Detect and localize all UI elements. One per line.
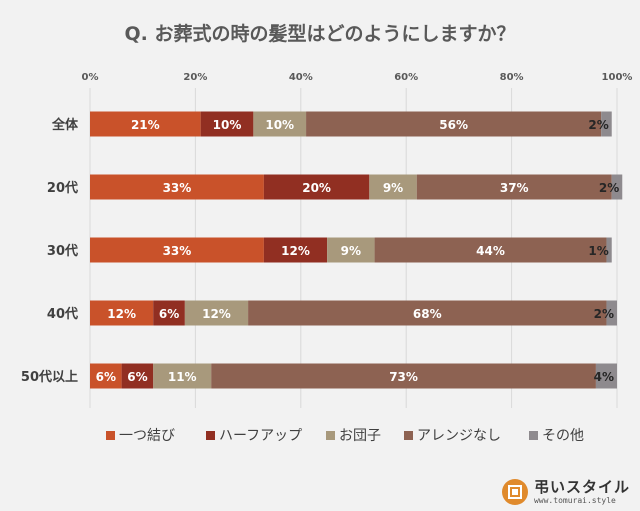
bar-segment	[248, 300, 607, 326]
legend-label: アレンジなし	[417, 428, 501, 444]
x-tick-label: 20%	[183, 72, 207, 83]
data-label: 9%	[341, 244, 361, 258]
legend-swatch	[326, 431, 335, 440]
bar-segment	[263, 237, 328, 263]
logo-name: 弔いスタイル	[533, 477, 630, 496]
data-label: 1%	[588, 244, 608, 258]
data-label: 33%	[163, 244, 192, 258]
logo-mark-icon	[501, 479, 528, 505]
bar-segment	[606, 237, 612, 263]
data-label: 2%	[599, 181, 619, 195]
brand-logo: 弔いスタイル www.tomurai.style	[501, 477, 630, 505]
data-label: 44%	[476, 244, 505, 258]
bar-segment	[90, 363, 122, 389]
x-tick-label: 80%	[500, 72, 524, 83]
data-label: 20%	[302, 181, 331, 195]
data-label: 11%	[168, 370, 197, 384]
category-label: 30代	[47, 243, 78, 259]
legend-label: その他	[542, 428, 584, 444]
bar-segment	[211, 363, 596, 389]
data-label: 68%	[413, 307, 442, 321]
data-label: 12%	[281, 244, 310, 258]
data-label: 4%	[594, 370, 614, 384]
legend-swatch	[206, 431, 215, 440]
bar-segment	[327, 237, 375, 263]
x-tick-label: 100%	[602, 72, 633, 83]
data-label: 2%	[594, 307, 614, 321]
legend-label: ハーフアップ	[219, 428, 302, 444]
data-label: 6%	[127, 370, 147, 384]
bar-segment	[369, 174, 417, 200]
data-label: 33%	[163, 181, 192, 195]
bar-segment	[153, 300, 185, 326]
x-tick-label: 40%	[289, 72, 313, 83]
bar-segment	[595, 363, 617, 389]
bar-segment	[200, 111, 254, 137]
bar-segment	[253, 111, 307, 137]
data-label: 12%	[202, 307, 231, 321]
data-label: 6%	[159, 307, 179, 321]
category-label: 全体	[51, 117, 79, 133]
bar-segment	[416, 174, 612, 200]
x-tick-label: 0%	[82, 72, 99, 83]
legend-label: 一つ結び	[119, 428, 175, 444]
chart-title: Q. お葬式の時の髪型はどのようにしますか？	[125, 22, 516, 45]
x-tick-label: 60%	[394, 72, 418, 83]
legend-swatch	[529, 431, 538, 440]
bar-segment	[90, 237, 264, 263]
bar-segment	[90, 111, 201, 137]
bar-segment	[121, 363, 154, 389]
data-label: 10%	[213, 118, 242, 132]
data-label: 73%	[389, 370, 418, 384]
bar-segment	[90, 174, 264, 200]
category-label: 50代以上	[21, 369, 78, 385]
data-label: 6%	[96, 370, 116, 384]
bar-segment	[611, 174, 623, 200]
legend-swatch	[106, 431, 115, 440]
data-label: 56%	[439, 118, 468, 132]
data-label: 2%	[588, 118, 608, 132]
data-label: 9%	[383, 181, 403, 195]
bar-segment	[184, 300, 249, 326]
category-label: 20代	[47, 180, 78, 196]
data-label: 21%	[131, 118, 160, 132]
bar-segment	[606, 300, 617, 326]
bar-segment	[306, 111, 602, 137]
bar-segment	[374, 237, 607, 263]
bar-segment	[153, 363, 212, 389]
logo-url: www.tomurai.style	[533, 495, 616, 505]
data-label: 10%	[265, 118, 294, 132]
category-label: 40代	[47, 306, 78, 322]
bar-segment	[263, 174, 370, 200]
bar-segment	[601, 111, 612, 137]
legend-swatch	[404, 431, 413, 440]
data-label: 12%	[107, 307, 136, 321]
bar-segment	[90, 300, 154, 326]
data-label: 37%	[500, 181, 529, 195]
legend-label: お団子	[339, 428, 381, 444]
